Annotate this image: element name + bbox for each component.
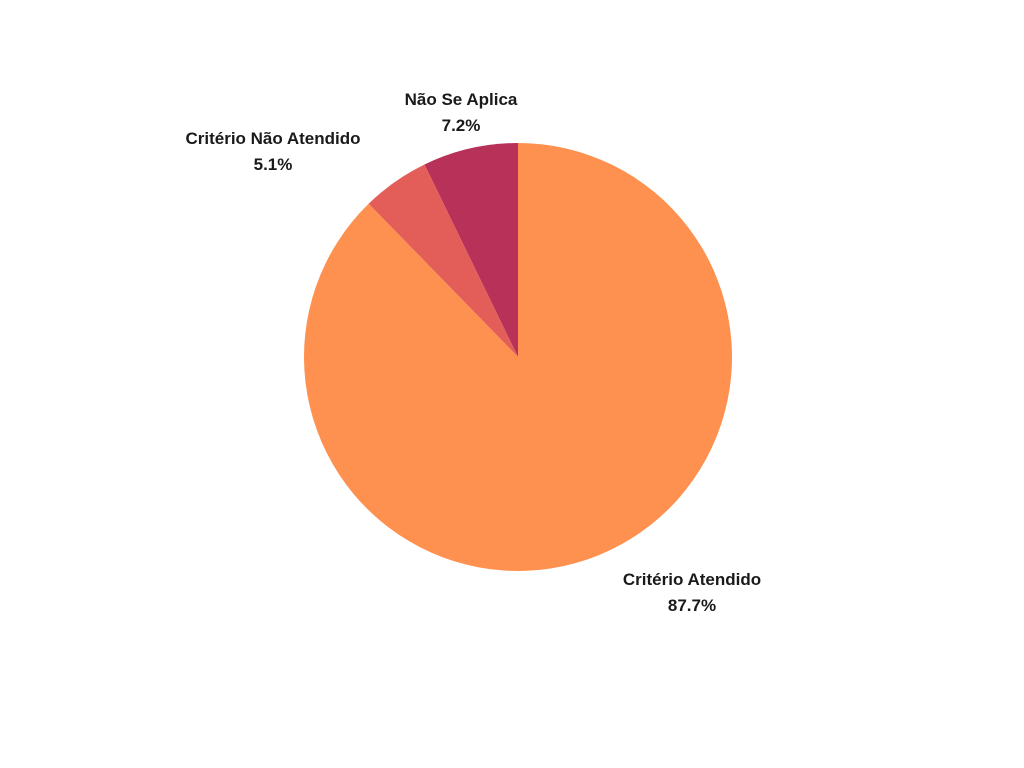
- slice-percent-label: 87.7%: [668, 596, 716, 615]
- slice-percent-label: 7.2%: [442, 116, 481, 135]
- pie-slices: [303, 143, 732, 571]
- pie-slice-criterio-atendido: [303, 143, 732, 571]
- slice-percent-label: 5.1%: [254, 155, 293, 174]
- slice-label: Não Se Aplica: [405, 90, 518, 109]
- slice-label: Critério Atendido: [623, 570, 761, 589]
- pie-slice-nao-se-aplica: [424, 143, 518, 357]
- pie-labels: Não Se Aplica 7.2% Critério Não Atendido 5.…: [185, 90, 761, 615]
- pie-slice-criterio-nao-atendido: [368, 164, 518, 357]
- slice-label: Critério Não Atendido: [185, 129, 360, 148]
